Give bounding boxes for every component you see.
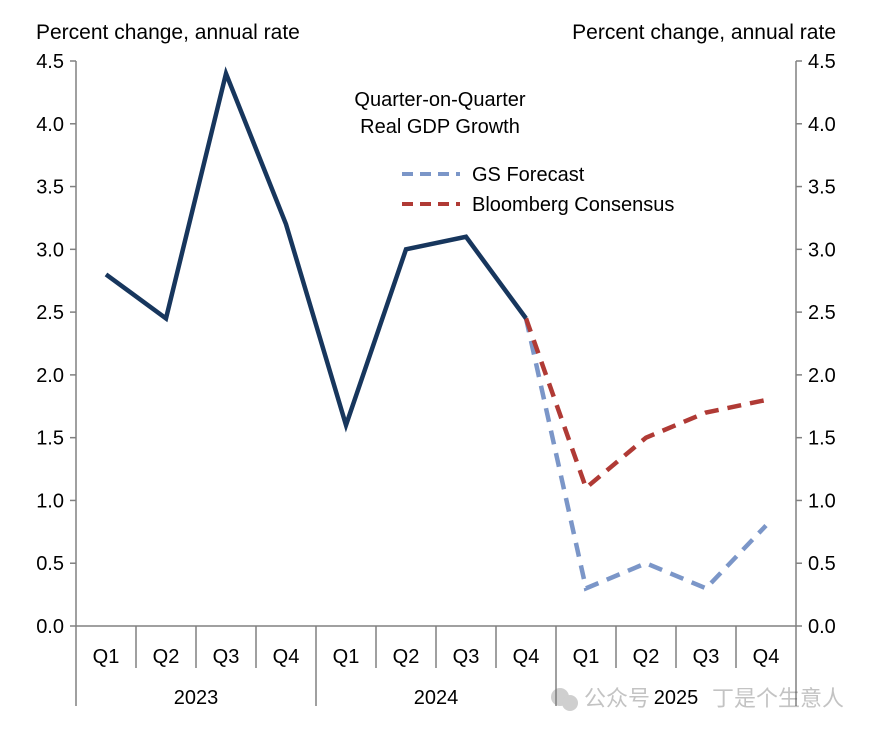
x-tick-label-year: 2024 <box>414 687 459 709</box>
x-tick-label-quarter: Q4 <box>513 646 540 668</box>
y-tick-label-left: 2.0 <box>36 365 64 387</box>
y-tick-label-left: 3.0 <box>36 239 64 261</box>
series-line-actual-gdp <box>104 66 528 433</box>
legend-label-bloomberg: Bloomberg Consensus <box>472 194 674 216</box>
chart-title-line2: Real GDP Growth <box>360 116 520 138</box>
x-tick-label-quarter: Q3 <box>693 646 720 668</box>
series-line-bloomberg-consensus <box>523 317 767 492</box>
y-tick-label-left: 4.0 <box>36 114 64 136</box>
y-tick-label-left: 4.5 <box>36 51 64 73</box>
watermark-name: 丁是个生意人 <box>712 686 844 711</box>
y-tick-label-left: 1.5 <box>36 428 64 450</box>
chart-title-line1: Quarter-on-Quarter <box>354 89 526 111</box>
y-tick-label-right: 1.5 <box>808 428 836 450</box>
y-tick-label-left: 3.5 <box>36 177 64 199</box>
y-tick-label-left: 2.5 <box>36 302 64 324</box>
y-tick-label-left: 0.0 <box>36 616 64 638</box>
x-tick-label-year: 2025 <box>654 687 699 709</box>
series-line-gs-forecast <box>523 317 768 592</box>
y-tick-label-right: 3.0 <box>808 239 836 261</box>
x-tick-label-year: 2023 <box>174 687 219 709</box>
y-tick-label-right: 2.0 <box>808 365 836 387</box>
watermark-prefix: 公众号 <box>584 686 650 711</box>
wechat-icon <box>551 688 569 706</box>
y-tick-label-right: 1.0 <box>808 490 836 512</box>
right-axis-label: Percent change, annual rate <box>572 21 836 44</box>
legend-label-gs: GS Forecast <box>472 164 585 186</box>
x-tick-label-quarter: Q4 <box>273 646 300 668</box>
x-tick-label-quarter: Q2 <box>393 646 420 668</box>
x-tick-label-quarter: Q1 <box>333 646 360 668</box>
y-tick-label-left: 1.0 <box>36 490 64 512</box>
x-tick-label-quarter: Q3 <box>213 646 240 668</box>
x-tick-label-quarter: Q4 <box>753 646 780 668</box>
y-tick-label-right: 3.5 <box>808 177 836 199</box>
watermark: 公众号 丁是个生意人 <box>551 686 844 711</box>
y-tick-label-right: 2.5 <box>808 302 836 324</box>
left-axis-label: Percent change, annual rate <box>36 21 300 44</box>
legend: GS Forecast Bloomberg Consensus <box>402 164 674 216</box>
x-tick-label-quarter: Q2 <box>633 646 660 668</box>
x-tick-label-quarter: Q2 <box>153 646 180 668</box>
x-tick-label-quarter: Q3 <box>453 646 480 668</box>
x-tick-label-quarter: Q1 <box>573 646 600 668</box>
y-tick-label-right: 0.5 <box>808 553 836 575</box>
y-tick-label-right: 4.0 <box>808 114 836 136</box>
y-tick-label-right: 4.5 <box>808 51 836 73</box>
y-tick-label-right: 0.0 <box>808 616 836 638</box>
x-tick-label-quarter: Q1 <box>93 646 120 668</box>
y-tick-label-left: 0.5 <box>36 553 64 575</box>
